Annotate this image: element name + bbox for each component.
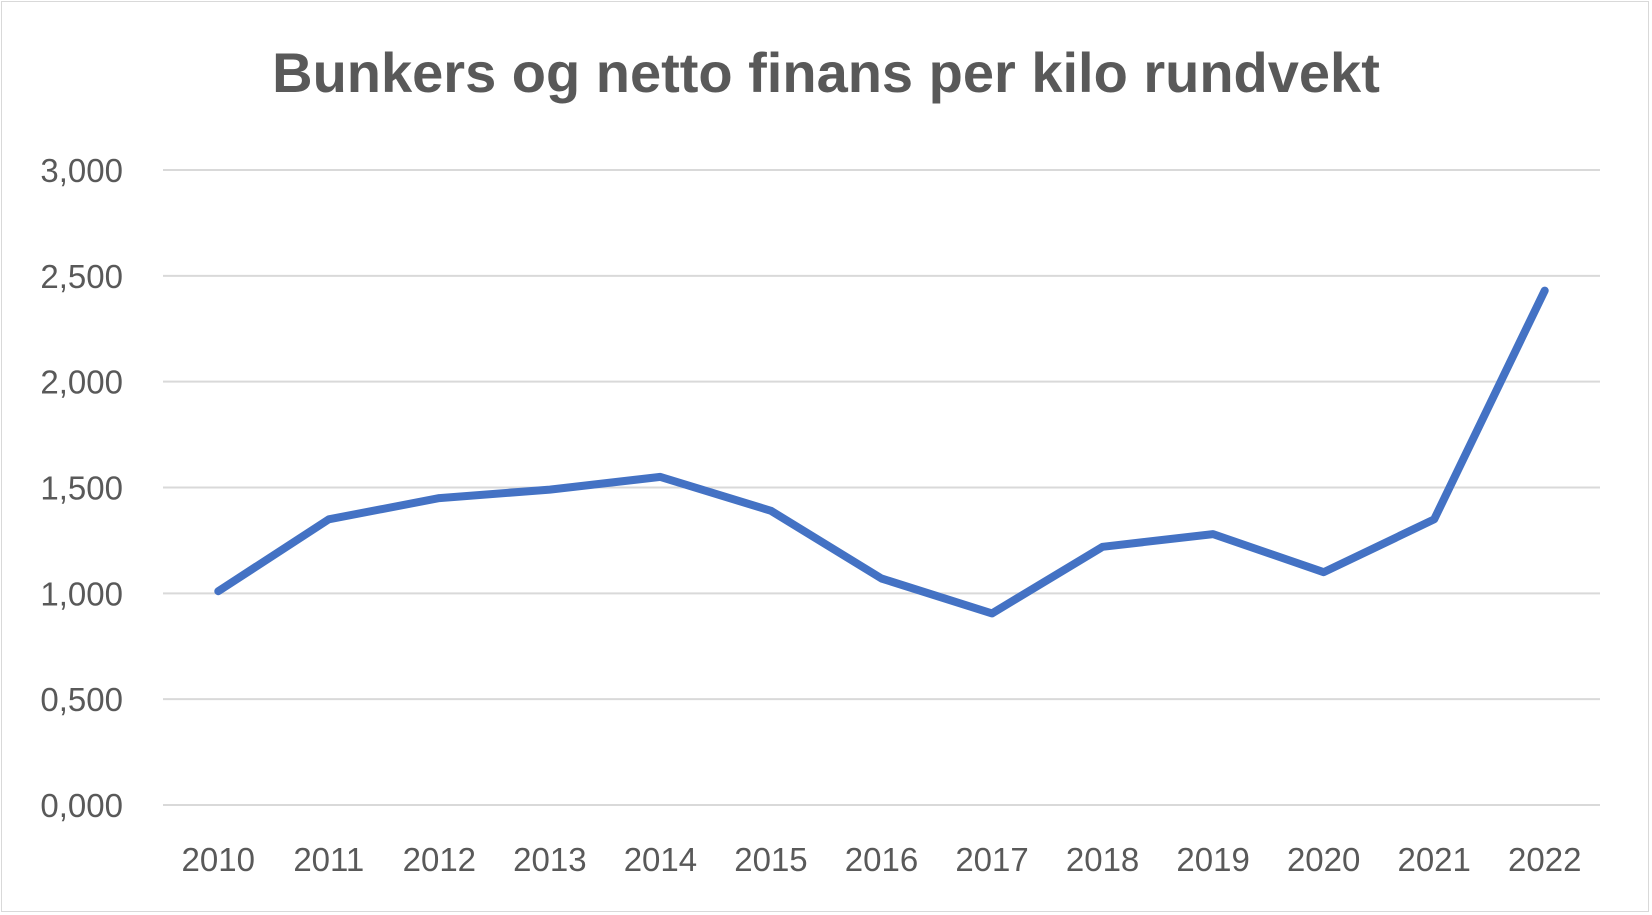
x-tick-label: 2020 [1287,841,1360,878]
y-tick-label: 1,000 [40,575,123,612]
y-tick-label: 3,000 [40,152,123,189]
x-tick-label: 2014 [624,841,697,878]
series-line [214,286,1549,618]
y-tick-label: 2,000 [40,364,123,401]
x-tick-label: 2015 [734,841,807,878]
series-group [214,286,1549,618]
y-tick-label: 2,500 [40,258,123,295]
y-tick-label: 1,500 [40,470,123,507]
x-tick-label: 2022 [1508,841,1581,878]
y-axis-labels: 0,000 0,500 1,000 1,500 2,000 2,500 3,000 [40,152,123,824]
y-tick-label: 0,500 [40,681,123,718]
gridlines [163,169,1600,806]
x-axis-labels: 2010 2011 2012 2013 2014 2015 2016 2017 2018 2019… [182,841,1582,878]
x-tick-label: 2012 [403,841,476,878]
x-tick-label: 2010 [182,841,255,878]
x-tick-label: 2016 [845,841,918,878]
chart-title: Bunkers og netto finans per kilo rundvek… [272,41,1380,104]
x-tick-label: 2011 [293,841,364,878]
x-tick-label: 2021 [1397,841,1470,878]
x-tick-label: 2018 [1066,841,1139,878]
x-tick-label: 2017 [955,841,1028,878]
x-tick-label: 2013 [513,841,586,878]
x-tick-label: 2019 [1176,841,1249,878]
y-tick-label: 0,000 [40,787,123,824]
